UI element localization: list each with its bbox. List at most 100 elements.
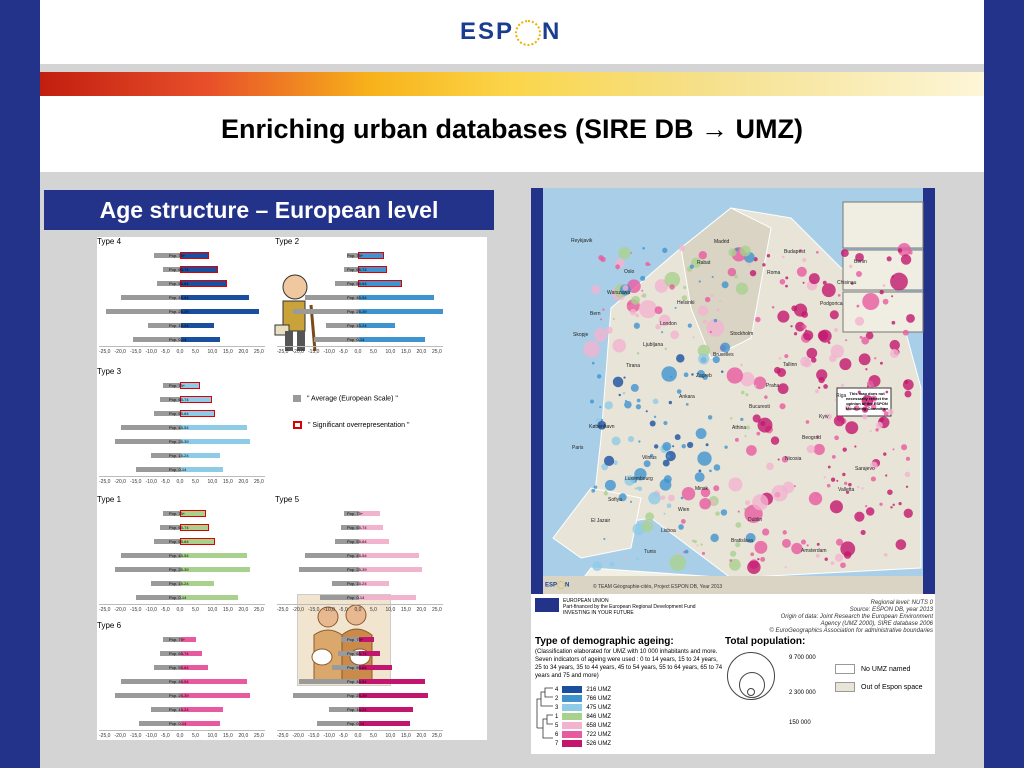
umz-dot — [745, 425, 750, 430]
bar-average — [305, 553, 359, 558]
bar-average — [106, 309, 181, 314]
tick-label: 25,0 — [254, 349, 264, 355]
umz-dot — [904, 471, 911, 478]
class-swatch-icon — [562, 722, 583, 729]
city-label: Vilnius — [642, 455, 657, 461]
bar-average — [299, 679, 359, 684]
bar-type — [181, 425, 247, 430]
bar-type — [181, 595, 238, 600]
age-label: Pop. 45-54 — [347, 295, 367, 300]
umz-dot — [630, 383, 639, 392]
bar-type — [359, 525, 383, 530]
umz-dot — [827, 465, 831, 469]
umz-dot — [848, 482, 852, 487]
umz-dot — [883, 452, 887, 456]
umz-dot — [643, 460, 651, 468]
age-label: Pop. 55-64 — [169, 411, 189, 416]
pyramid-title: Type 2 — [275, 237, 300, 246]
umz-dot — [701, 551, 706, 555]
umz-dot — [627, 436, 635, 443]
umz-dot — [737, 510, 740, 513]
age-label: Pop. 25-39 — [347, 309, 367, 314]
age-label: Pop. 0-14 — [347, 595, 365, 600]
tick-label: 10,0 — [207, 349, 218, 355]
bar-average — [121, 295, 181, 300]
umz-dot — [779, 278, 786, 285]
umz-dot — [817, 330, 829, 341]
umz-dot — [642, 246, 645, 250]
umz-dot — [808, 491, 823, 506]
umz-dot — [658, 314, 671, 327]
bar-type — [181, 553, 247, 558]
class-swatch-icon — [562, 731, 583, 738]
age-label: Pop. 75+ — [169, 637, 186, 642]
umz-dot — [710, 533, 719, 543]
umz-dot — [670, 330, 680, 340]
umz-dot — [813, 443, 825, 456]
umz-dot — [609, 561, 615, 567]
umz-dot — [801, 324, 807, 330]
tick-label: 20,0 — [416, 607, 427, 613]
age-label: Pop. 75+ — [347, 637, 364, 642]
umz-dot — [622, 391, 626, 395]
umz-dot — [864, 504, 868, 508]
umz-dot — [801, 311, 809, 318]
umz-dot — [683, 550, 686, 554]
europe-map[interactable]: This map does not necessarily reflect th… — [531, 188, 935, 594]
umz-dot — [855, 253, 864, 262]
umz-dot — [861, 487, 864, 490]
age-label: Pop. 45-54 — [169, 679, 189, 684]
umz-dot — [638, 300, 658, 319]
tick-label: 25,0 — [432, 349, 442, 355]
umz-dot — [589, 399, 594, 404]
umz-dot — [674, 434, 681, 441]
bar-type — [358, 280, 402, 287]
city-label: Podgorica — [820, 301, 843, 307]
bar-average — [148, 323, 181, 328]
umz-dot — [653, 444, 659, 449]
umz-dot — [624, 475, 635, 486]
umz-dot — [766, 462, 774, 471]
tick-label: -10,0 — [323, 733, 335, 739]
umz-dot — [845, 421, 859, 435]
umz-dot — [735, 282, 749, 295]
umz-dot — [862, 292, 880, 311]
umz-dot — [803, 330, 814, 341]
umz-dot — [903, 508, 913, 518]
umz-dot — [681, 443, 686, 449]
umz-dot — [889, 339, 900, 351]
page-title: Enriching urban databases (SIRE DB → UMZ… — [220, 114, 804, 144]
bar-type — [181, 323, 214, 328]
age-label: Pop. 0-14 — [347, 337, 365, 342]
umz-dot — [843, 551, 852, 559]
age-label: Pop. 0-14 — [169, 595, 187, 600]
umz-dot — [724, 445, 728, 449]
bar-average — [154, 539, 181, 544]
umz-dot — [897, 243, 911, 257]
umz-dot — [687, 323, 692, 328]
age-label: Pop. 0-14 — [169, 467, 187, 472]
bar-average — [157, 281, 181, 286]
umz-dot — [858, 353, 871, 366]
legend-average: " Average (European Scale) " — [293, 395, 398, 402]
umz-dot — [666, 503, 672, 509]
bar-average — [163, 637, 181, 642]
umz-dot — [802, 281, 805, 284]
umz-dot — [669, 554, 687, 571]
tick-label: 15,0 — [223, 733, 233, 739]
umz-dot — [678, 524, 684, 530]
umz-dot — [891, 320, 896, 325]
umz-dot — [655, 324, 661, 330]
umz-dot — [834, 435, 839, 441]
umz-dot — [750, 552, 755, 557]
legend-average-label: " Average (European Scale) " — [307, 395, 398, 403]
umz-dot — [709, 330, 712, 333]
umz-dot — [695, 428, 707, 439]
umz-dot — [779, 403, 786, 410]
tick-label: 5,0 — [192, 349, 199, 355]
bar-type — [359, 693, 428, 698]
umz-dot — [887, 489, 893, 495]
umz-dot — [755, 316, 761, 323]
tick-label: 0,0 — [354, 607, 362, 613]
umz-dot — [840, 249, 849, 258]
